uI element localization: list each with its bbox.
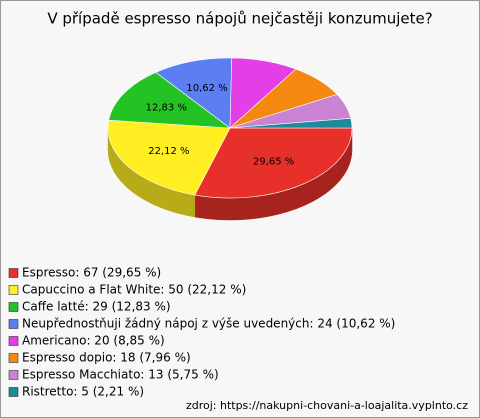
slice-label: 12,83 % xyxy=(146,102,187,113)
slice-label: 10,62 % xyxy=(186,83,227,94)
legend-label: Neupřednostňuji žádný nápoj z výše uvede… xyxy=(22,317,395,331)
legend-label: Espresso Macchiato: 13 (5,75 %) xyxy=(22,368,219,382)
legend-swatch xyxy=(8,285,19,295)
legend-swatch xyxy=(8,268,19,278)
legend-swatch xyxy=(8,370,19,380)
legend-label: Caffe latté: 29 (12,83 %) xyxy=(22,300,171,314)
legend-label: Espresso: 67 (29,65 %) xyxy=(22,266,161,280)
slice-label: 22,12 % xyxy=(148,146,189,157)
legend-label: Americano: 20 (8,85 %) xyxy=(22,334,165,348)
legend-label: Ristretto: 5 (2,21 %) xyxy=(22,385,144,399)
pie-slice xyxy=(108,72,231,129)
slice-label: 29,65 % xyxy=(253,157,294,168)
source-note: zdroj: https://nakupni-chovani-a-loajali… xyxy=(186,399,468,412)
legend-swatch xyxy=(8,319,19,329)
chart-title: V případě espresso nápojů nejčastěji kon… xyxy=(47,10,432,28)
pie-slice xyxy=(229,117,353,129)
legend-swatch xyxy=(8,353,19,363)
pie-slice xyxy=(107,119,231,196)
pie-slice xyxy=(194,127,353,199)
legend-swatch xyxy=(8,387,19,397)
legend-swatch xyxy=(8,336,19,346)
pie-slice xyxy=(155,57,233,129)
legend-swatch xyxy=(8,302,19,312)
legend-label: Capuccino a Flat White: 50 (22,12 %) xyxy=(22,283,246,297)
legend-label: Espresso dopio: 18 (7,96 %) xyxy=(22,351,191,365)
